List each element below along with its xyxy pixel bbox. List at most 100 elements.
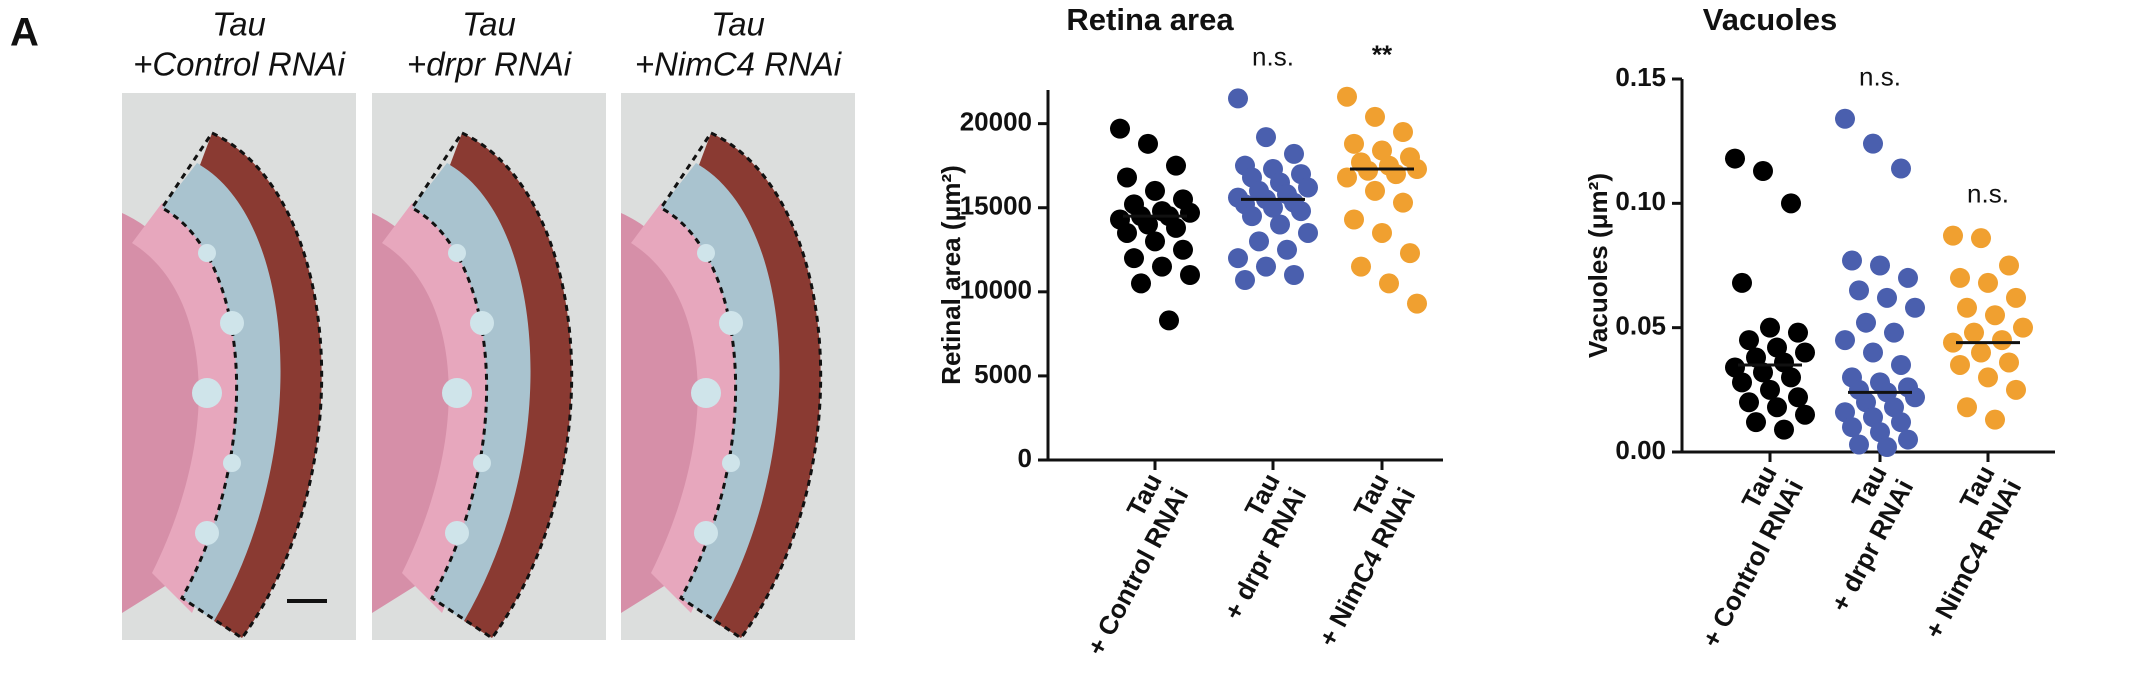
vacuole	[719, 311, 743, 335]
y-tick-label: 0.05	[1615, 311, 1666, 341]
image-caption: Tau	[462, 6, 516, 43]
image-caption: +NimC4 RNAi	[635, 46, 843, 83]
data-point	[1898, 429, 1918, 450]
data-point	[1767, 397, 1787, 418]
data-point	[1732, 372, 1752, 393]
data-point	[1957, 297, 1977, 318]
lamina	[132, 203, 243, 613]
retina-inner	[162, 163, 283, 623]
vacuole	[448, 244, 466, 262]
y-axis-label: Vacuoles (μm²)	[1583, 173, 1613, 358]
data-point	[1877, 437, 1897, 458]
data-point	[1386, 164, 1406, 185]
data-point	[1891, 354, 1911, 375]
image-caption: Tau	[212, 6, 266, 43]
data-point	[2006, 287, 2026, 308]
histology-image	[372, 93, 606, 641]
data-point	[1835, 108, 1855, 129]
data-point	[1249, 231, 1269, 252]
data-point	[1166, 155, 1186, 176]
y-tick-label: 0.00	[1615, 435, 1666, 465]
data-point	[1781, 367, 1801, 388]
lamina	[631, 203, 742, 613]
data-point	[1145, 231, 1165, 252]
data-point	[1159, 310, 1179, 331]
retina-inner	[661, 163, 782, 623]
data-point	[1985, 305, 2005, 326]
y-tick-label: 15000	[960, 191, 1032, 221]
data-point	[1263, 197, 1283, 218]
significance-label: n.s.	[1967, 179, 2009, 209]
y-tick-label: 0.10	[1615, 186, 1666, 216]
data-point	[1849, 280, 1869, 301]
data-point	[1400, 243, 1420, 264]
image-caption: Tau	[711, 6, 765, 43]
data-point	[1999, 255, 2019, 276]
image-caption: +Control RNAi	[133, 46, 346, 83]
data-point	[1145, 180, 1165, 201]
data-point	[1256, 256, 1276, 277]
y-tick-label: 10000	[960, 275, 1032, 305]
data-point	[1760, 317, 1780, 338]
significance-label: **	[1372, 40, 1393, 70]
data-point	[1166, 217, 1186, 238]
data-point	[1863, 133, 1883, 154]
vacuole	[473, 454, 491, 472]
vacuole	[220, 311, 244, 335]
x-tick-label: Tau+ drpr RNAi	[1825, 460, 1920, 616]
data-point	[1365, 180, 1385, 201]
data-point	[1393, 122, 1413, 143]
vacuole	[223, 454, 241, 472]
data-point	[1393, 192, 1413, 213]
data-point	[1298, 222, 1318, 243]
data-point	[1788, 387, 1808, 408]
lamina	[382, 203, 493, 613]
vacuole	[694, 521, 718, 545]
data-point	[1284, 265, 1304, 285]
data-point	[1863, 342, 1883, 363]
data-point	[1943, 332, 1963, 353]
data-point	[1152, 256, 1172, 277]
data-point	[1950, 267, 1970, 288]
data-point	[1256, 127, 1276, 148]
data-point	[1739, 392, 1759, 413]
data-point	[1971, 228, 1991, 249]
data-point	[1131, 273, 1151, 294]
data-point	[1746, 412, 1766, 433]
y-tick-label: 5000	[974, 359, 1032, 389]
data-point	[1138, 133, 1158, 154]
data-point	[1110, 118, 1130, 139]
data-point	[1180, 265, 1200, 285]
data-point	[1407, 159, 1427, 180]
retina-outer	[200, 133, 322, 638]
retina-outline	[159, 131, 324, 641]
data-point	[1795, 342, 1815, 363]
histology-image	[621, 93, 855, 641]
data-point	[1242, 206, 1262, 227]
data-point	[1774, 352, 1794, 373]
data-point	[1228, 248, 1248, 269]
data-point	[1379, 273, 1399, 294]
data-point	[1337, 167, 1357, 188]
data-point	[1884, 397, 1904, 418]
data-point	[1863, 407, 1883, 428]
vacuole	[195, 521, 219, 545]
data-point	[1870, 255, 1890, 276]
data-point	[1978, 367, 1998, 388]
data-point	[1877, 287, 1897, 308]
data-point	[1235, 270, 1255, 291]
vacuole	[198, 244, 216, 262]
data-point	[2006, 379, 2026, 400]
data-point	[1337, 86, 1357, 107]
data-point	[1842, 417, 1862, 438]
data-point	[1407, 293, 1427, 314]
data-point	[1344, 133, 1364, 154]
data-point	[1725, 357, 1745, 378]
data-point	[1964, 322, 1984, 343]
data-point	[1835, 402, 1855, 423]
x-tick-label: Tau+ drpr RNAi	[1218, 468, 1313, 624]
data-point	[1372, 222, 1392, 243]
data-point	[1173, 239, 1193, 260]
